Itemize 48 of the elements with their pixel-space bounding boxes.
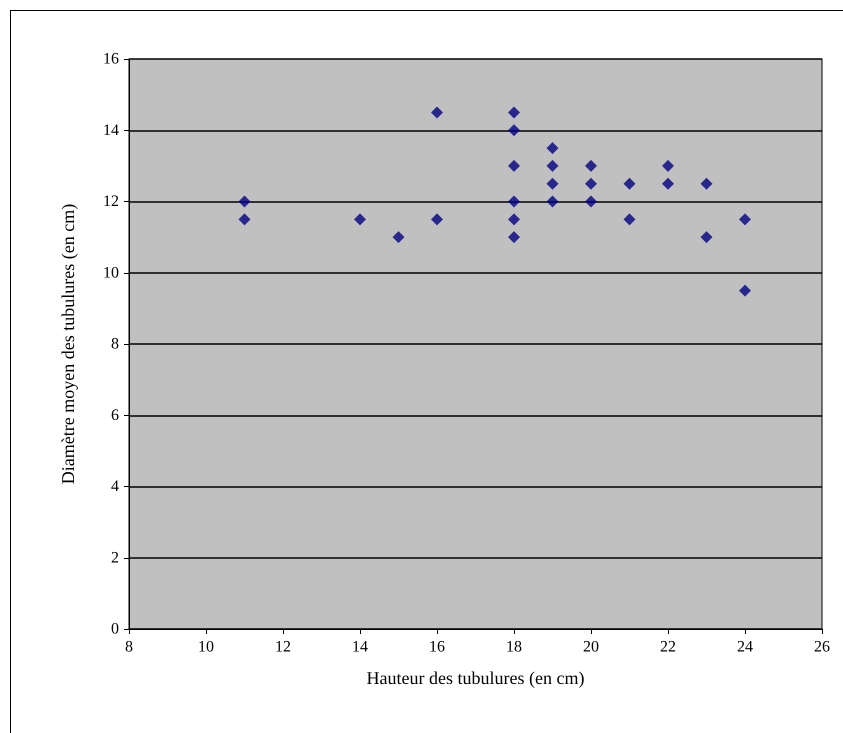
- point: [585, 196, 597, 208]
- point: [546, 142, 558, 154]
- x-tick-label: 22: [660, 638, 676, 656]
- point: [508, 231, 520, 244]
- point: [739, 284, 751, 297]
- point: [662, 178, 674, 190]
- y-tick-label: 4: [111, 478, 119, 495]
- point: [354, 213, 366, 226]
- y-tick-label: 14: [103, 122, 119, 139]
- point: [238, 196, 250, 208]
- point: [546, 160, 558, 172]
- x-tick-label: 26: [814, 638, 830, 656]
- x-tick-label: 10: [198, 638, 214, 656]
- x-tick-label: 14: [352, 638, 368, 656]
- point: [508, 106, 520, 118]
- point: [508, 196, 520, 208]
- point: [546, 178, 558, 190]
- y-axis-title: Diamètre moyen des tubulures (en cm): [58, 204, 78, 484]
- x-tick-label: 24: [737, 638, 753, 656]
- x-tick-label: 16: [429, 638, 445, 656]
- point: [700, 178, 712, 190]
- point: [700, 231, 712, 244]
- point: [508, 213, 520, 226]
- y-tick-label: 16: [103, 50, 119, 68]
- point: [624, 213, 636, 226]
- y-tick-label: 8: [111, 336, 119, 352]
- y-tick-label: 0: [111, 620, 119, 638]
- point: [585, 178, 597, 190]
- point: [739, 213, 751, 226]
- point: [508, 160, 520, 172]
- y-tick-label: 6: [111, 406, 119, 424]
- point: [585, 160, 597, 172]
- point: [546, 196, 558, 208]
- point: [662, 160, 674, 172]
- point: [508, 124, 520, 136]
- point: [431, 106, 443, 118]
- point: [238, 213, 250, 226]
- point: [431, 213, 443, 226]
- x-tick-label: 8: [125, 638, 133, 656]
- x-tick-label: 18: [506, 638, 522, 656]
- y-tick-label: 2: [111, 549, 119, 566]
- x-tick-label: 12: [275, 638, 291, 656]
- x-tick-label: 20: [583, 638, 599, 656]
- y-tick-label: 12: [103, 193, 119, 210]
- y-tick-label: 10: [103, 264, 119, 282]
- x-axis-title: Hauteur des tubulures (en cm): [366, 668, 584, 688]
- point: [624, 178, 636, 190]
- point: [392, 231, 404, 244]
